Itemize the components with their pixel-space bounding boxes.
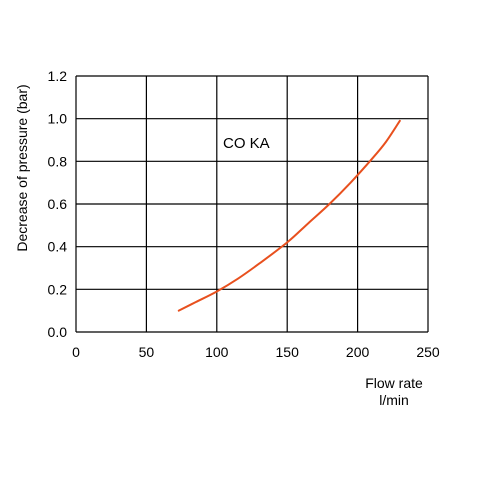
x-tick-label: 100 [205, 344, 229, 360]
tick-labels: 0 50 100 150 200 250 0.0 0.2 0.4 0.6 0.8 1.0 1.2 [48, 68, 440, 360]
grid-lines [75, 75, 429, 333]
x-tick-label: 0 [72, 344, 80, 360]
series-lines [177, 119, 401, 312]
x-axis-label-line2: l/min [379, 392, 409, 408]
x-tick-label: 200 [346, 344, 370, 360]
y-tick-label: 0.0 [48, 324, 68, 340]
y-tick-label: 0.8 [48, 153, 68, 169]
y-tick-label: 0.6 [48, 196, 68, 212]
x-axis-label-line1: Flow rate [365, 375, 423, 391]
x-tick-label: 150 [276, 344, 300, 360]
y-axis-label: Decrease of pressure (bar) [14, 84, 30, 251]
y-tick-label: 0.2 [48, 281, 68, 297]
x-tick-label: 250 [416, 344, 440, 360]
y-tick-label: 1.0 [48, 111, 68, 127]
y-tick-label: 1.2 [48, 68, 68, 84]
chart-annotation: CO KA [223, 135, 270, 152]
x-tick-label: 50 [139, 344, 155, 360]
series-line [177, 119, 401, 312]
y-tick-label: 0.4 [48, 239, 68, 255]
